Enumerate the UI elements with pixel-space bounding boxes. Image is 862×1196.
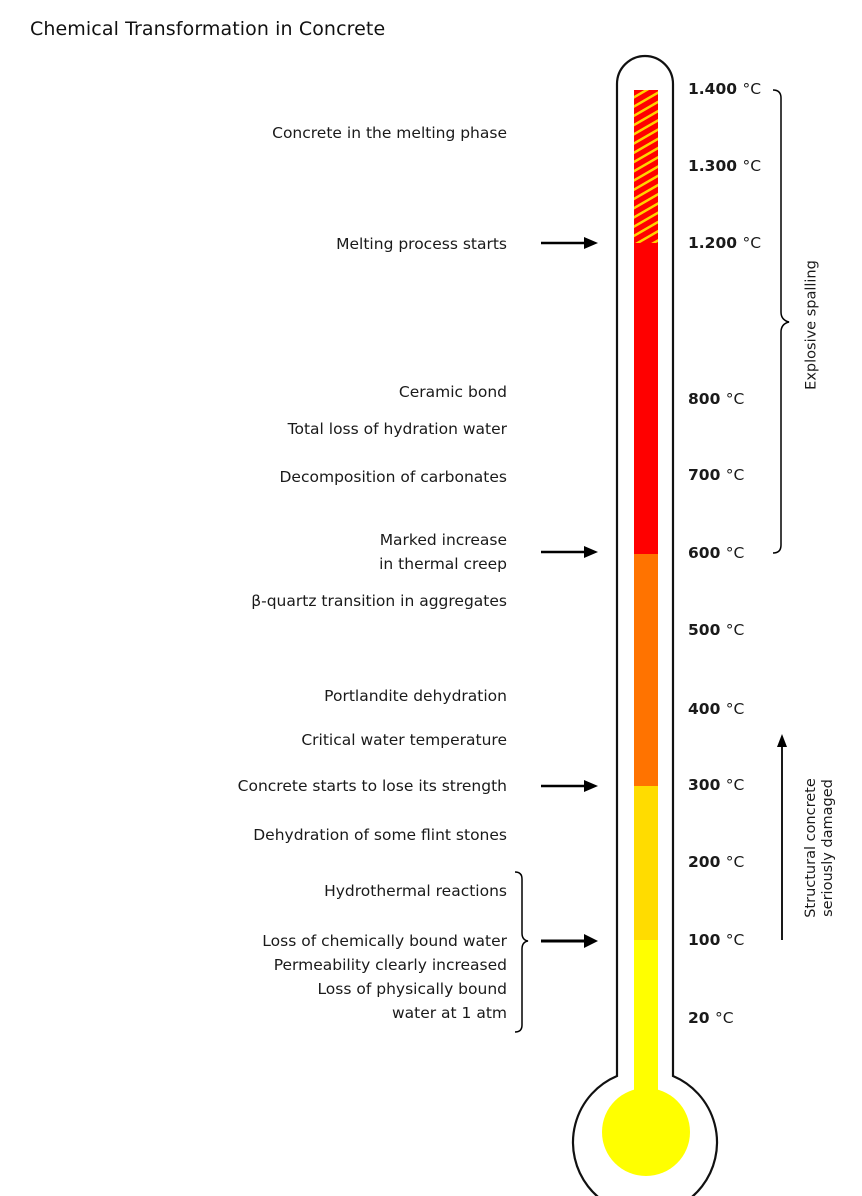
label-permeability: Permeability clearly increased: [273, 956, 507, 974]
brace-icon: [514, 871, 529, 1033]
temp-300: 300 °C: [688, 776, 745, 794]
label-portlandite: Portlandite dehydration: [324, 687, 507, 705]
melting-zone: [634, 90, 658, 245]
temp-1200: 1.200 °C: [688, 234, 762, 252]
arrow-right-icon: [541, 237, 598, 249]
structural-damage-label: Structural concrete seriously damaged: [803, 778, 836, 918]
label-physically-bound-1: Loss of physically bound: [317, 980, 507, 998]
label-hydrothermal: Hydrothermal reactions: [324, 882, 507, 900]
temp-20: 20 °C: [688, 1009, 734, 1027]
temp-700: 700 °C: [688, 466, 745, 484]
yellow-zone: [634, 940, 658, 1100]
red-zone: [634, 243, 658, 554]
label-flint-stones: Dehydration of some flint stones: [253, 826, 507, 844]
page-title: Chemical Transformation in Concrete: [30, 18, 386, 40]
temp-200: 200 °C: [688, 853, 745, 871]
label-thermal-creep-1: Marked increase: [379, 531, 507, 549]
label-melting-phase: Concrete in the melting phase: [272, 124, 507, 142]
arrow-up-icon: [777, 734, 787, 940]
temp-500: 500 °C: [688, 621, 745, 639]
label-chemically-bound: Loss of chemically bound water: [262, 932, 507, 950]
temp-800: 800 °C: [688, 390, 745, 408]
label-thermal-creep-2: in thermal creep: [379, 555, 507, 573]
arrow-right-icon: [541, 546, 598, 558]
thermometer-bulb: [602, 1088, 690, 1176]
label-quartz-transition: β-quartz transition in aggregates: [251, 592, 507, 610]
temp-1300: 1.300 °C: [688, 157, 762, 175]
label-melting-starts: Melting process starts: [336, 235, 507, 253]
label-physically-bound-2: water at 1 atm: [391, 1004, 507, 1022]
label-ceramic-bond: Ceramic bond: [398, 383, 507, 401]
explosive-spalling-label: Explosive spalling: [803, 260, 820, 390]
label-critical-water: Critical water temperature: [301, 731, 507, 749]
arrow-right-icon: [541, 934, 598, 948]
arrow-right-icon: [541, 780, 598, 792]
temp-600: 600 °C: [688, 544, 745, 562]
label-hydration-water: Total loss of hydration water: [287, 420, 507, 438]
label-strength-loss: Concrete starts to lose its strength: [237, 777, 507, 795]
temp-100: 100 °C: [688, 931, 745, 949]
label-carbonates: Decomposition of carbonates: [279, 468, 508, 486]
temp-400: 400 °C: [688, 700, 745, 718]
amber-zone: [634, 786, 658, 941]
temp-1400: 1.400 °C: [688, 80, 762, 98]
brace-icon: [772, 89, 790, 554]
orange-zone: [634, 554, 658, 786]
